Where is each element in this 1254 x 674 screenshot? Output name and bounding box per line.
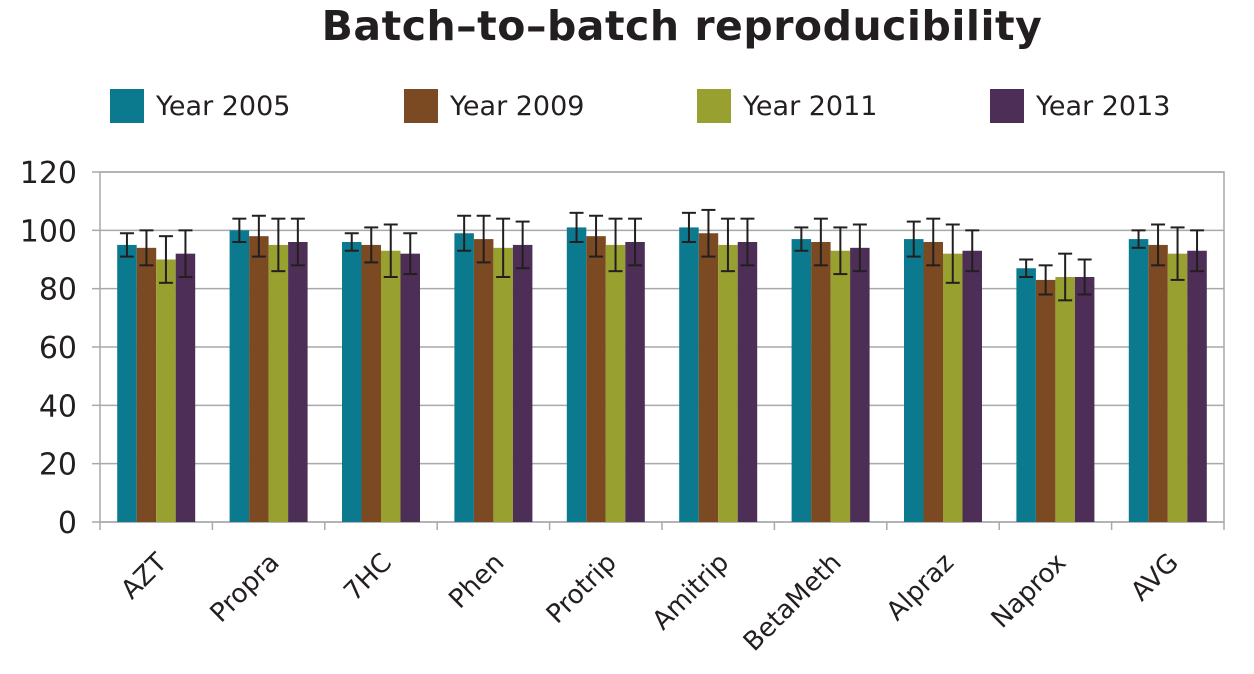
bar (1074, 277, 1095, 522)
bar (288, 242, 308, 522)
y-tick-label: 0 (58, 506, 77, 541)
bar (342, 242, 362, 522)
x-category-label: Protrip (541, 548, 623, 630)
y-tick-label: 120 (20, 156, 77, 191)
x-category-label: 7HC (338, 548, 398, 608)
bar (904, 239, 924, 523)
legend-item-year-2013: Year 2013 (990, 88, 1170, 124)
bar (156, 259, 176, 522)
y-tick-label: 60 (39, 331, 77, 366)
bar (361, 244, 381, 522)
bar (943, 253, 963, 522)
legend-item-year-2011: Year 2011 (697, 88, 877, 124)
bar (512, 244, 533, 522)
bar (381, 250, 401, 522)
bar (454, 233, 474, 522)
y-tick-label: 80 (39, 273, 77, 308)
bar (586, 236, 606, 522)
legend-swatch (990, 89, 1024, 123)
bar (136, 247, 157, 523)
bar (249, 236, 269, 522)
x-category-label: Naprox (986, 548, 1073, 635)
legend-item-year-2005: Year 2005 (110, 88, 290, 124)
x-category-label: BetaMeth (738, 548, 848, 658)
legend-swatch (110, 89, 144, 123)
x-category-label: AZT (116, 548, 174, 606)
x-category-label: Propra (205, 548, 286, 629)
legend: Year 2005 Year 2009 Year 2011 Year 2013 (0, 0, 1254, 140)
x-category-label: Alpraz (881, 548, 960, 627)
bar (625, 242, 645, 522)
y-tick-label: 20 (39, 448, 77, 483)
bar (1148, 244, 1168, 522)
bar (1055, 277, 1075, 522)
bar (679, 227, 699, 522)
bar (962, 250, 982, 522)
legend-swatch (697, 89, 731, 123)
legend-label: Year 2009 (450, 90, 585, 122)
legend-item-year-2009: Year 2009 (404, 88, 584, 124)
bar (791, 239, 812, 523)
bar (1167, 253, 1188, 522)
y-tick-label: 100 (20, 214, 77, 249)
bar (1187, 250, 1207, 522)
bar (400, 253, 420, 522)
bar (1035, 279, 1056, 522)
bar (698, 233, 719, 522)
bar (493, 247, 513, 523)
bar (566, 227, 587, 522)
bar (830, 250, 851, 522)
x-category-label: Phen (443, 548, 510, 615)
x-category-label: AVG (1125, 548, 1184, 607)
bar (1016, 268, 1036, 522)
bar (1128, 239, 1149, 523)
x-category-label: Amitrip (647, 548, 735, 636)
legend-label: Year 2005 (156, 90, 291, 122)
bar (605, 244, 626, 522)
bar (811, 242, 831, 522)
bar (117, 244, 137, 522)
legend-label: Year 2013 (1036, 90, 1171, 122)
bar (175, 253, 196, 522)
bar (923, 242, 943, 522)
chart-title: Batch–to–batch reproducibility (321, 2, 1043, 50)
legend-swatch (404, 89, 438, 123)
legend-label: Year 2011 (743, 90, 878, 122)
bar (229, 230, 250, 523)
bar (268, 244, 289, 522)
bar (850, 247, 870, 523)
bar (473, 239, 494, 523)
bar (718, 244, 738, 522)
y-tick-label: 40 (39, 389, 77, 424)
bar (737, 242, 758, 522)
